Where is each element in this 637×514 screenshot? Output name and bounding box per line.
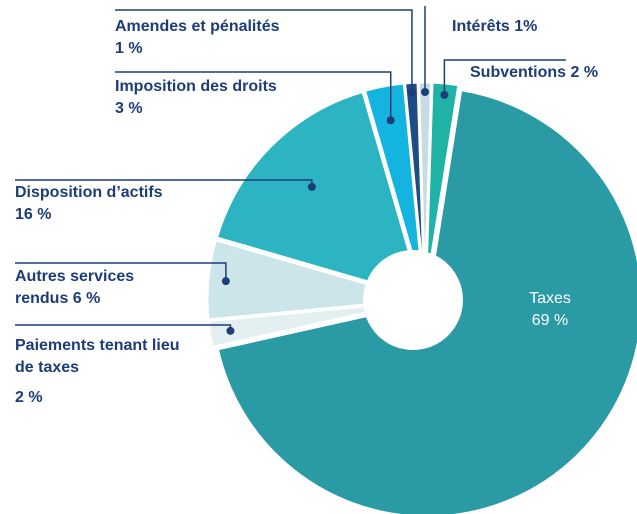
- category-label: Amendes et pénalités: [115, 18, 280, 35]
- category-label: Taxes: [529, 290, 571, 307]
- value-label: 1 %: [115, 40, 143, 57]
- category-label: Imposition des droits: [115, 78, 277, 95]
- leader-dot: [407, 88, 416, 97]
- value-label: 69 %: [531, 312, 569, 329]
- leader-line: [115, 9, 413, 93]
- category-label: Intérêts: [452, 18, 510, 35]
- leader-line: [15, 324, 232, 331]
- leader-dot: [386, 116, 395, 125]
- value-label: 16 %: [15, 206, 52, 223]
- pie-slice: [423, 80, 461, 298]
- category-label: Paiements tenant lieu de taxes: [15, 337, 180, 376]
- category-label: Subventions: [470, 64, 567, 81]
- value-label: 3 %: [115, 100, 143, 117]
- slice-label: Intérêts 1%: [452, 16, 632, 38]
- slice-label: Paiements tenant lieu de taxes 2 %: [15, 335, 190, 409]
- leader-dot: [440, 90, 449, 99]
- leader-dot: [221, 277, 230, 286]
- slice-label: Autres services rendus 6 %: [15, 266, 165, 310]
- value-label: 6 %: [72, 290, 101, 307]
- value-label: 2 %: [570, 64, 599, 81]
- slice-label: Amendes et pénalités 1 %: [115, 16, 345, 60]
- leader-dot: [307, 182, 316, 191]
- pie-slice: [215, 87, 637, 514]
- value-label: 1%: [514, 18, 538, 35]
- slice-label: Subventions 2 %: [470, 62, 637, 84]
- slice-label: Taxes 69 %: [500, 288, 600, 332]
- leader-dot: [226, 326, 235, 335]
- donut-hole: [363, 250, 463, 350]
- category-label: Autres services rendus: [15, 268, 135, 307]
- slice-label: Imposition des droits 3 %: [115, 76, 335, 120]
- slice-label: Disposition d’actifs 16 %: [15, 182, 205, 226]
- leader-line: [15, 262, 227, 282]
- leader-dot: [421, 88, 429, 96]
- value-label: 2 %: [15, 389, 43, 406]
- leader-line: [115, 71, 392, 121]
- category-label: Disposition d’actifs: [15, 184, 163, 201]
- pie-slice: [214, 89, 426, 301]
- leader-line: [443, 59, 566, 95]
